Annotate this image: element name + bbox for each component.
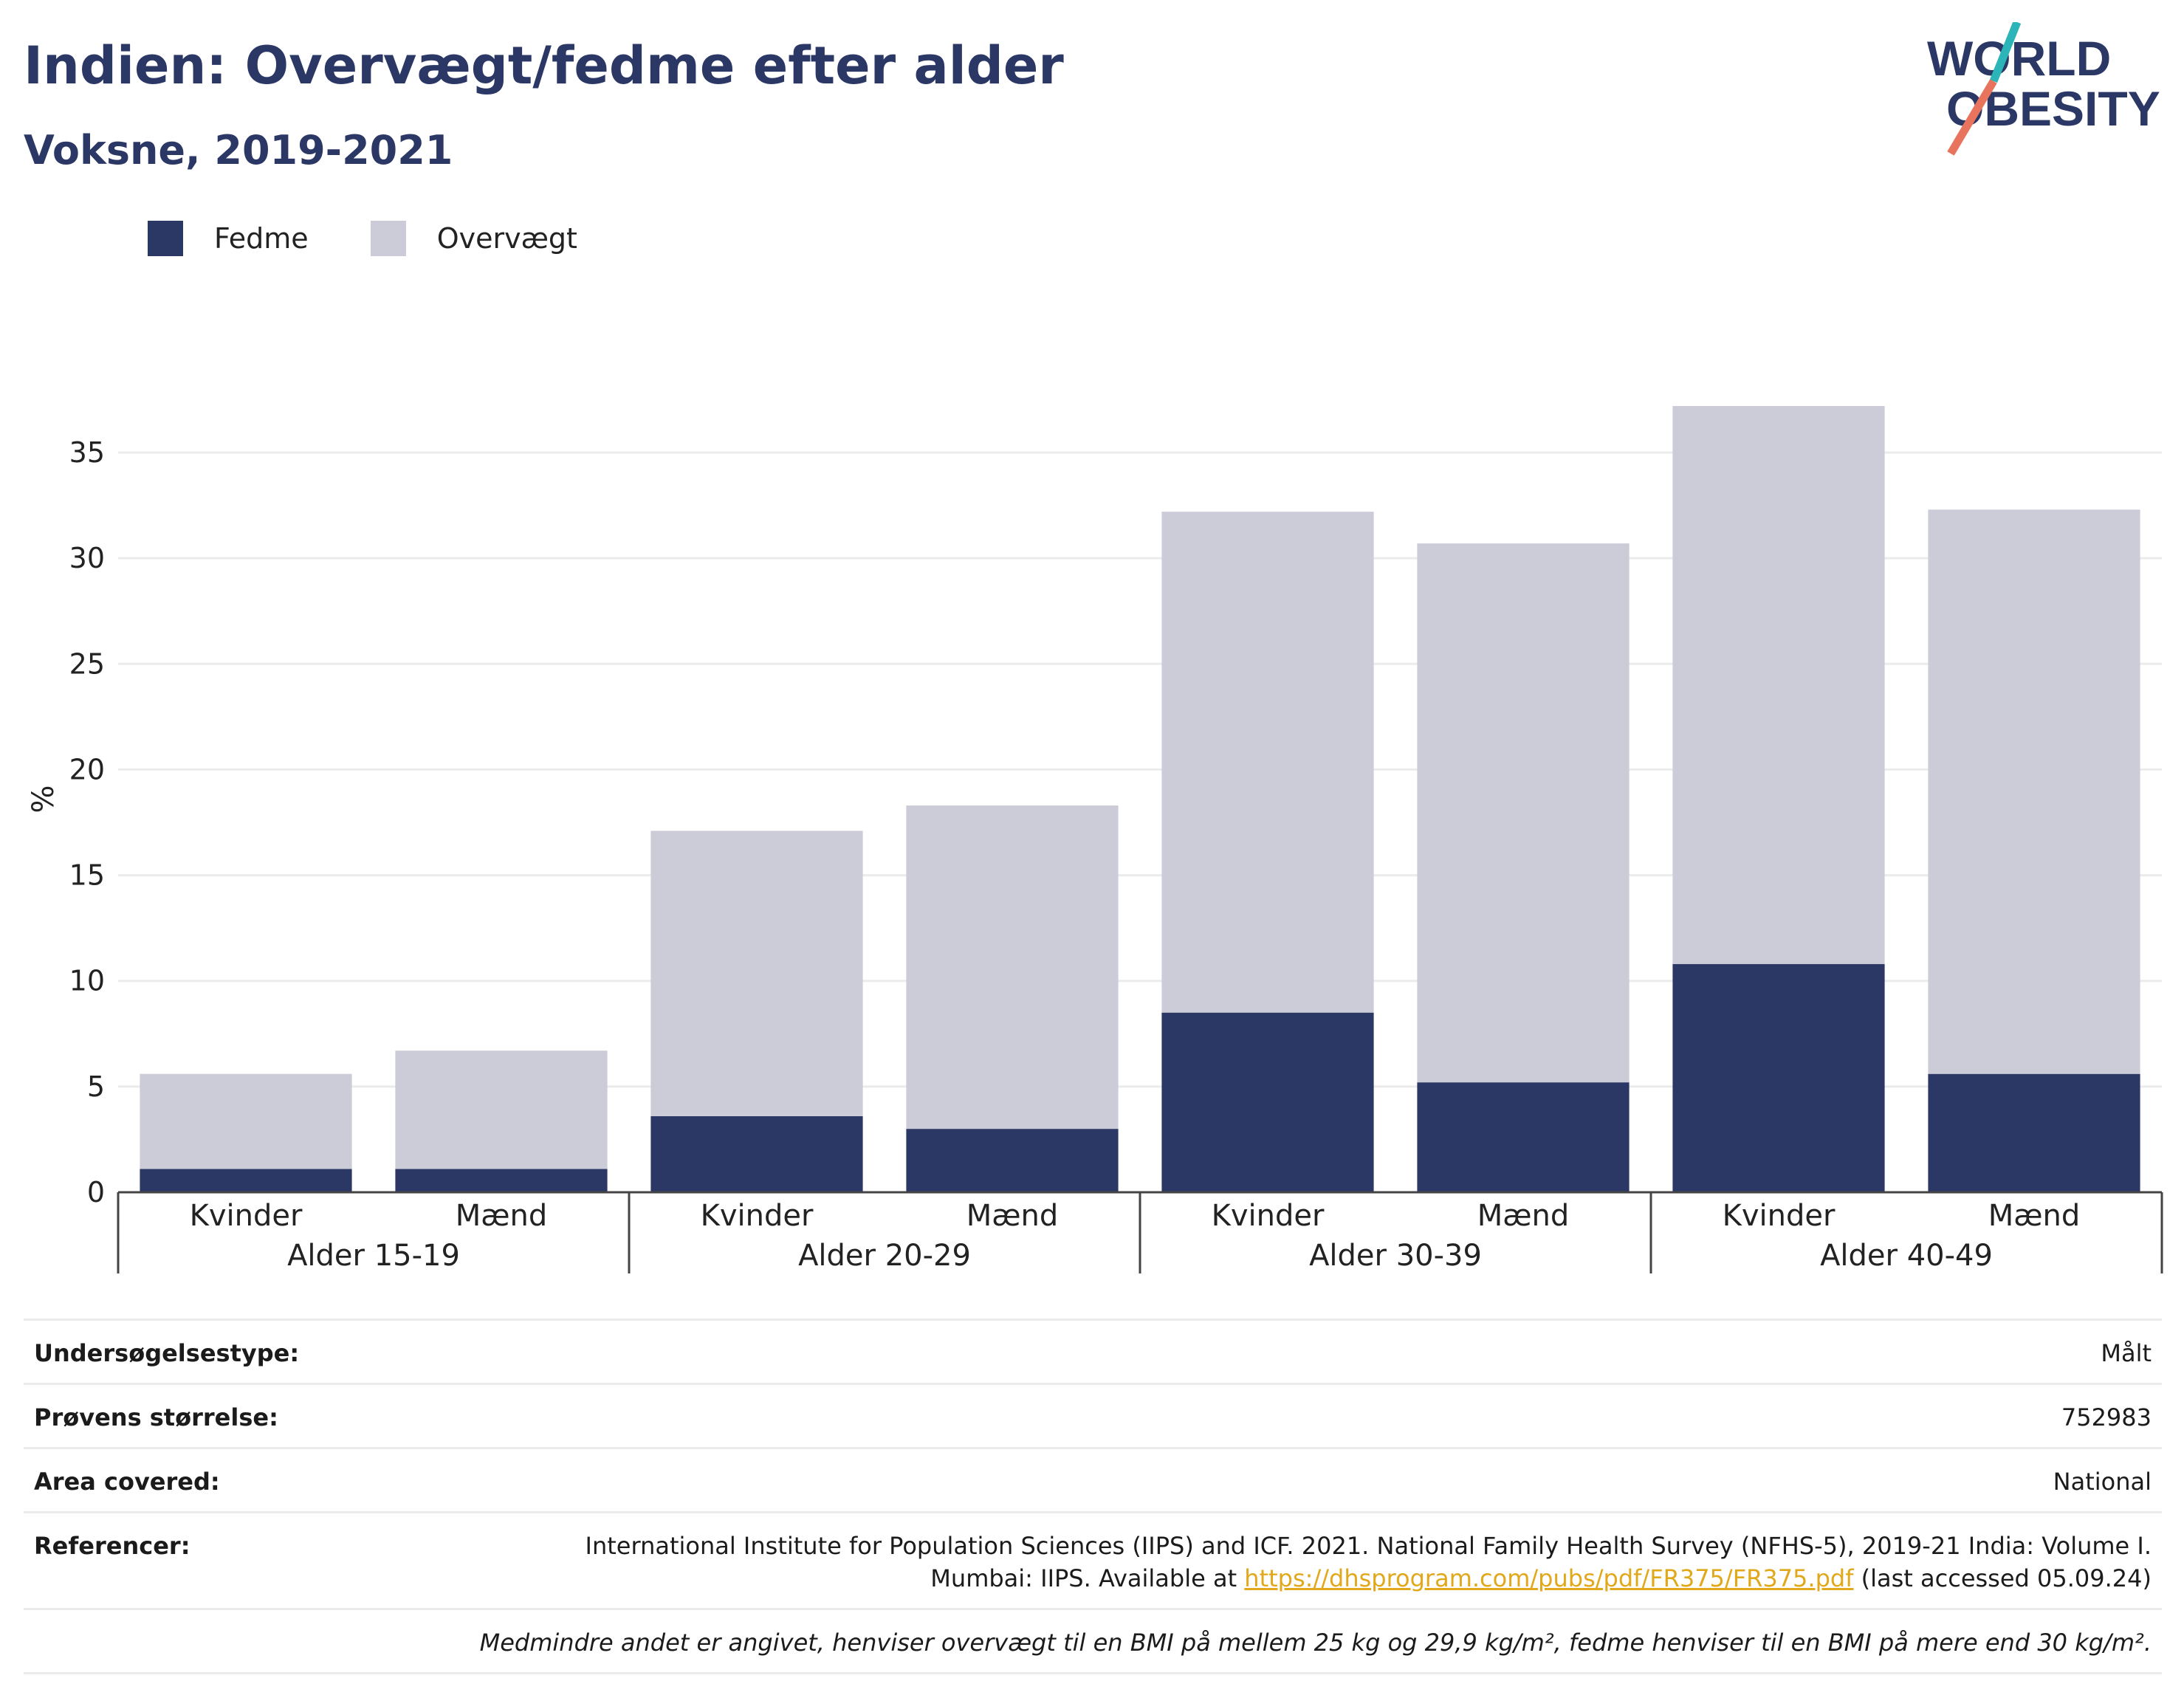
- x-tick-label: Mænd: [966, 1199, 1059, 1233]
- bar-segment-overvaegt[interactable]: [395, 1051, 608, 1169]
- legend-item-fedme[interactable]: Fedme: [148, 221, 309, 256]
- group-label: Alder 30-39: [1309, 1239, 1482, 1273]
- definition-note: Medmindre andet er angivet, henviser ove…: [479, 1629, 2152, 1657]
- chart-title: Indien: Overvægt/fedme efter alder: [24, 35, 1064, 96]
- bar-segment-fedme[interactable]: [1417, 1082, 1630, 1192]
- y-tick-label: 10: [69, 965, 105, 997]
- meta-row-references: Referencer: International Institute for …: [24, 1513, 2162, 1610]
- meta-value-references: International Institute for Population S…: [586, 1530, 2152, 1595]
- survey-metadata: Undersøgelsestype: Målt Prøvens størrels…: [24, 1318, 2162, 1674]
- meta-label: Undersøgelsestype:: [34, 1339, 300, 1367]
- y-tick-label: 20: [69, 753, 105, 785]
- x-tick-label: Kvinder: [1212, 1199, 1325, 1233]
- meta-row-area: Area covered: National: [24, 1449, 2162, 1513]
- y-axis-label: %: [27, 785, 61, 813]
- reference-link[interactable]: https://dhsprogram.com/pubs/pdf/FR375/FR…: [1244, 1564, 1854, 1592]
- chart-subtitle: Voksne, 2019-2021: [24, 127, 453, 173]
- logo-slash-bottom: [1947, 79, 1997, 156]
- bar-segment-overvaegt[interactable]: [1161, 512, 1374, 1013]
- legend-swatch-fedme: [148, 221, 183, 256]
- bar-segment-overvaegt[interactable]: [1417, 543, 1630, 1083]
- y-tick-label: 30: [69, 542, 105, 574]
- bar-segment-fedme[interactable]: [650, 1115, 863, 1192]
- meta-label: Area covered:: [34, 1468, 220, 1496]
- bar-segment-overvaegt[interactable]: [1672, 406, 1885, 964]
- bar-segment-fedme[interactable]: [140, 1169, 352, 1192]
- bar-segment-fedme[interactable]: [395, 1169, 608, 1192]
- meta-label: Prøvens størrelse:: [34, 1403, 278, 1431]
- x-tick-label: Mænd: [456, 1199, 548, 1233]
- legend-swatch-overvaegt: [370, 221, 406, 256]
- group-label: Alder 20-29: [798, 1239, 971, 1273]
- meta-row-note: Medmindre andet er angivet, henviser ove…: [24, 1610, 2162, 1674]
- group-label: Alder 15-19: [287, 1239, 460, 1273]
- legend-label-overvaegt: Overvægt: [436, 222, 577, 255]
- logo-line1: WORLD: [1927, 31, 2111, 86]
- legend-label-fedme: Fedme: [214, 222, 309, 255]
- meta-label: Referencer:: [34, 1532, 190, 1560]
- bar-segment-overvaegt[interactable]: [140, 1073, 352, 1169]
- y-tick-label: 25: [69, 647, 105, 680]
- x-tick-label: Kvinder: [701, 1199, 814, 1233]
- bar-segment-overvaegt[interactable]: [1928, 509, 2140, 1074]
- y-tick-label: 5: [87, 1070, 105, 1103]
- legend-item-overvaegt[interactable]: Overvægt: [370, 221, 577, 256]
- bar-segment-fedme[interactable]: [1161, 1012, 1374, 1192]
- bar-segment-overvaegt[interactable]: [650, 831, 863, 1116]
- y-tick-label: 35: [69, 436, 105, 469]
- y-tick-label: 0: [87, 1176, 105, 1208]
- meta-row-sample-size: Prøvens størrelse: 752983: [24, 1385, 2162, 1449]
- x-tick-label: Kvinder: [1723, 1199, 1836, 1233]
- x-tick-label: Kvinder: [190, 1199, 303, 1233]
- world-obesity-logo: WORLD OBESITY: [1927, 22, 2160, 156]
- bar-segment-fedme[interactable]: [1928, 1073, 2140, 1192]
- bar-segment-overvaegt[interactable]: [906, 805, 1119, 1130]
- chart-legend: Fedme Overvægt: [148, 220, 639, 257]
- reference-line2-prefix: Mumbai: IIPS. Available at: [930, 1564, 1245, 1592]
- group-label: Alder 40-49: [1820, 1239, 1993, 1273]
- bar-segment-fedme[interactable]: [906, 1129, 1119, 1192]
- x-tick-label: Mænd: [1988, 1199, 2081, 1233]
- bar-chart: 0 5 10 15 20 25 30 35% Kvinder Mænd Kvinder Mænd Kvi…: [27, 406, 2163, 1273]
- meta-value: Målt: [2101, 1339, 2152, 1367]
- reference-line2-suffix: (last accessed 05.09.24): [1853, 1564, 2152, 1592]
- bar-segment-fedme[interactable]: [1672, 963, 1885, 1192]
- meta-value: 752983: [2061, 1403, 2152, 1431]
- logo-slash-top: [1989, 22, 2022, 83]
- meta-row-survey-type: Undersøgelsestype: Målt: [24, 1321, 2162, 1385]
- x-tick-label: Mænd: [1477, 1199, 1570, 1233]
- y-tick-label: 15: [69, 859, 105, 892]
- meta-value: National: [2053, 1468, 2152, 1496]
- reference-line1: International Institute for Population S…: [585, 1532, 2152, 1560]
